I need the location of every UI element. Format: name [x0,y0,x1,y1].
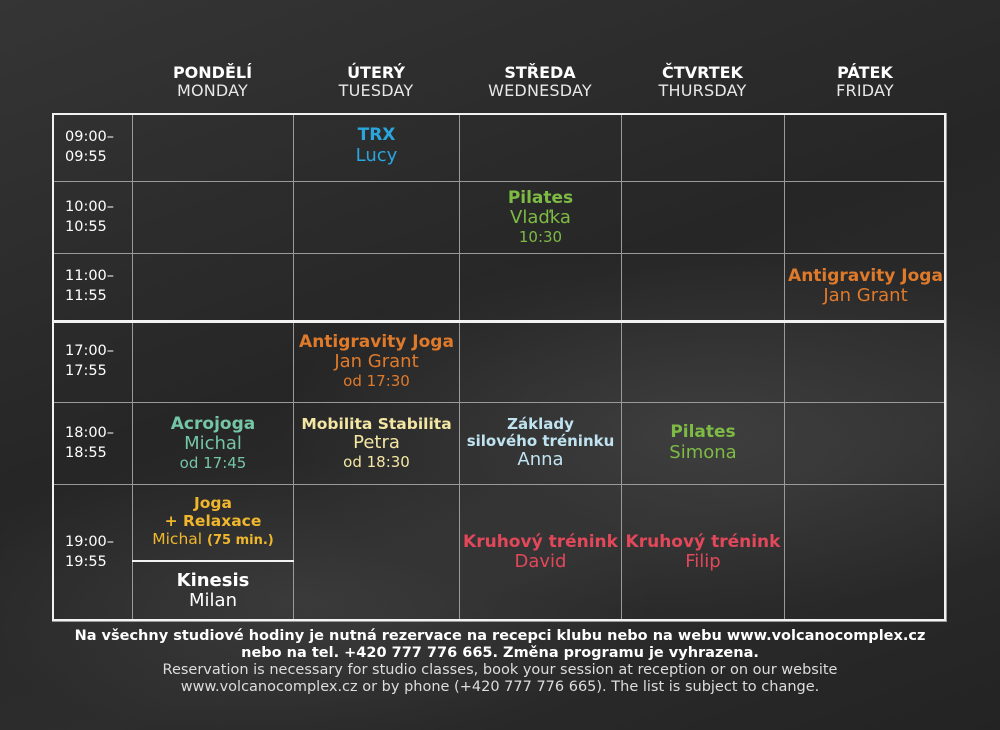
empty-cell [293,484,460,622]
day-name-en: THURSDAY [658,80,747,100]
class-title: Antigravity Joga [788,265,943,286]
class-note: od 17:45 [179,453,247,472]
class-instructor: Petra [353,432,400,454]
class-cell-antigravity-tue: Antigravity Joga Jan Grant od 17:30 [293,320,460,403]
empty-cell [621,320,785,403]
table-row: 17:00– 17:55 Antigravity Joga Jan Grant o… [52,320,947,403]
footer-cz-line1: Na všechny studiové hodiny je nutná reze… [74,628,926,644]
empty-cell [621,253,785,321]
class-cell-zaklady: Základy silového tréninku Anna [459,402,622,485]
day-name-cz: STŘEDA [504,63,576,82]
class-note: od 18:30 [343,453,410,472]
empty-cell [459,320,622,403]
day-name-cz: PÁTEK [837,63,893,82]
class-title: TRX [357,125,396,145]
class-title: Základy [507,414,574,433]
class-cell-kruhovy-wed: Kruhový trénink David [459,484,622,622]
empty-cell [621,113,785,182]
class-title: Acrojoga [170,413,256,434]
table-row: 11:00– 11:55 Antigravity Joga Jan Grant [52,253,947,321]
class-instructor: Anna [517,449,564,471]
class-cell-mobilita: Mobilita Stabilita Petra od 18:30 [293,402,460,485]
table-row: Kinesis Milan [53,559,947,622]
table-row: 19:00– 19:55 Joga + Relaxace Michal (75 m… [52,484,947,622]
class-instructor: David [514,551,567,573]
empty-cell [293,253,460,321]
empty-cell [621,181,785,254]
time-slot: 19:00– 19:55 [52,484,133,622]
day-headers: PONDĚLÍ MONDAY ÚTERÝ TUESDAY STŘEDA WEDN… [132,64,946,100]
day-header-friday: PÁTEK FRIDAY [784,64,946,100]
day-header-monday: PONDĚLÍ MONDAY [132,64,293,100]
empty-cell [132,253,294,321]
empty-cell [784,402,947,485]
class-cell-pilates-wed: Pilates Vlaďka 10:30 [459,181,622,254]
class-cell-trx: TRX Lucy [293,113,460,182]
class-cell-acrojoga: Acrojoga Michal od 17:45 [132,402,294,485]
day-name-en: WEDNESDAY [488,80,592,100]
class-title: Kruhový trénink [625,531,781,552]
empty-cell [784,113,947,182]
class-title: Antigravity Joga [299,331,454,352]
class-cell-kruhovy-thu: Kruhový trénink Filip [621,484,785,622]
time-slot: 17:00– 17:55 [52,320,133,403]
class-instructor: Vlaďka [510,207,571,229]
footer-cz-line2: nebo na tel. +420 777 776 665. Změna pro… [241,644,759,661]
day-name-cz: PONDĚLÍ [172,63,253,82]
class-title: Mobilita Stabilita [301,414,452,433]
empty-cell [784,181,947,254]
class-instructor: Simona [669,441,737,463]
day-name-cz: ÚTERÝ [347,63,405,82]
class-instructor-line: Michal (75 min.) [152,530,274,549]
class-note: 10:30 [518,227,563,246]
class-title: Kruhový trénink [463,531,618,552]
class-instructor: Filip [685,551,721,573]
class-cell-joga-relaxace: Joga + Relaxace Michal (75 min.) [132,484,294,561]
class-title: Pilates [507,187,574,208]
class-title: Joga [194,494,232,513]
class-cell-antigravity-fri: Antigravity Joga Jan Grant [784,253,947,321]
time-slot: 11:00– 11:55 [52,253,133,321]
table-row: 10:00– 10:55 Pilates Vlaďka 10:30 [52,181,947,254]
day-header-thursday: ČTVRTEK THURSDAY [621,64,784,100]
day-name-en: MONDAY [176,80,249,100]
class-instructor: Michal [184,433,242,455]
footer-en-line1: Reservation is necessary for studio clas… [162,661,838,678]
class-instructor: Jan Grant [334,351,419,373]
empty-cell [784,320,947,403]
class-instructor: Milan [189,590,237,612]
class-title: + Relaxace [164,512,262,531]
empty-cell [293,181,460,254]
empty-cell [784,484,947,622]
class-title: silového tréninku [466,432,615,451]
class-note: od 17:30 [343,371,410,390]
table-row: 18:00– 18:55 Acrojoga Michal od 17:45 Mob… [52,402,947,485]
class-title: Kinesis [176,569,250,591]
day-name-en: FRIDAY [836,80,894,100]
footer-en-line2: www.volcanocomplex.cz or by phone (+420 … [180,678,820,695]
morning-evening-divider [52,320,946,323]
empty-cell [132,320,294,403]
empty-cell [132,113,294,182]
table-row: 09:00– 09:55 TRX Lucy [52,113,947,182]
empty-cell [459,253,622,321]
day-header-tuesday: ÚTERÝ TUESDAY [293,64,459,100]
class-instructor: Jan Grant [823,285,908,307]
class-instructor: Lucy [355,144,398,166]
time-slot: 10:00– 10:55 [52,181,133,254]
time-slot: 09:00– 09:55 [52,113,133,182]
day-name-cz: ČTVRTEK [662,63,743,82]
class-cell-kinesis: Kinesis Milan [132,559,294,622]
class-cell-pilates-thu: Pilates Simona [621,402,785,485]
empty-cell [459,113,622,182]
schedule-table: 09:00– 09:55 TRX Lucy 10:00– 10:55 Pilates… [52,113,947,622]
footer-note: Na všechny studiové hodiny je nutná reze… [0,628,1000,696]
time-slot: 18:00– 18:55 [52,402,133,485]
empty-cell [132,181,294,254]
class-title: Pilates [670,422,736,443]
day-header-wednesday: STŘEDA WEDNESDAY [459,64,621,100]
day-name-en: TUESDAY [338,80,414,100]
